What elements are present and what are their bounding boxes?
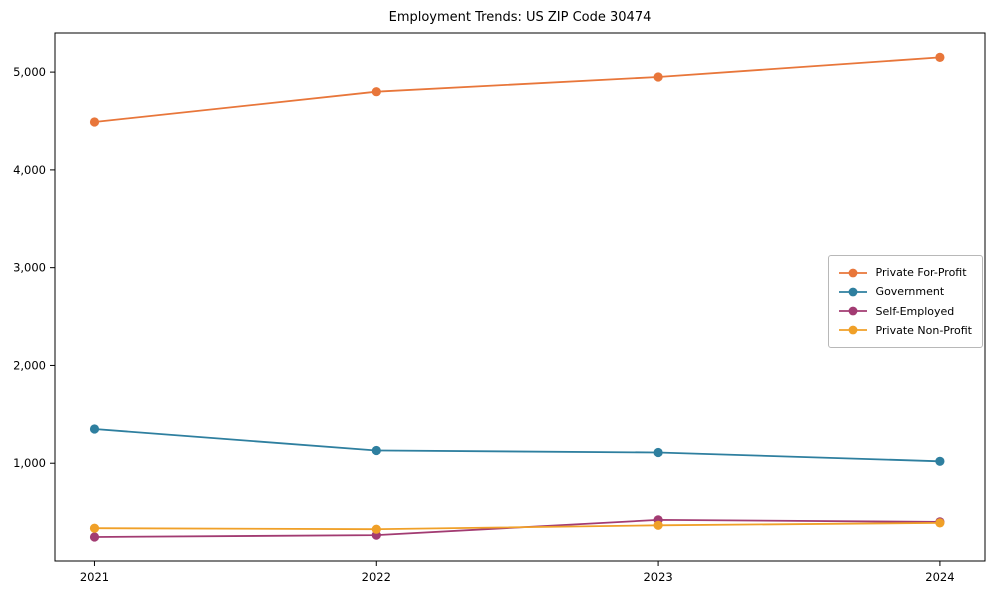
legend-entry: Government (838, 282, 972, 301)
y-tick-label: 2,000 (13, 358, 46, 372)
data-point-marker (89, 523, 100, 533)
data-point-marker (89, 424, 100, 434)
series-line (94, 56, 940, 123)
x-tick-label: 2023 (643, 570, 672, 584)
y-tick-label: 4,000 (13, 163, 46, 177)
data-point-marker (371, 87, 381, 97)
series-line (94, 428, 940, 463)
data-point-marker (371, 445, 381, 456)
y-tick-label: 3,000 (13, 261, 46, 275)
x-tick-label: 2022 (362, 570, 391, 584)
data-point-marker (653, 72, 663, 82)
x-tick-label: 2021 (80, 570, 109, 584)
y-tick-label: 1,000 (13, 456, 46, 470)
series-line (94, 522, 940, 531)
data-point-marker (653, 520, 663, 530)
data-point-marker (89, 532, 100, 542)
data-point-marker (371, 524, 381, 534)
chart-title: Employment Trends: US ZIP Code 30474 (388, 10, 652, 25)
x-tick-label: 2024 (925, 570, 954, 584)
legend-marker-icon (838, 287, 867, 297)
data-point-marker (653, 447, 663, 458)
legend-entry: Private For-Profit (838, 263, 972, 282)
legend: Private For-Profit Government Self-Employe… (827, 255, 983, 348)
legend-label: Private For-Profit (875, 266, 967, 280)
legend-marker-icon (838, 325, 867, 335)
data-point-marker (89, 117, 100, 127)
legend-entry: Private Non-Profit (838, 321, 972, 340)
data-point-marker (935, 52, 945, 63)
plot-frame (54, 32, 986, 562)
legend-label: Government (875, 285, 945, 299)
y-tick-label: 5,000 (13, 65, 46, 79)
legend-entry: Self-Employed (838, 302, 972, 321)
legend-marker-icon (838, 306, 867, 316)
legend-label: Self-Employed (875, 304, 955, 318)
data-point-marker (935, 518, 945, 528)
data-point-marker (935, 456, 945, 466)
legend-marker-icon (838, 268, 867, 278)
legend-label: Private Non-Profit (875, 323, 972, 337)
